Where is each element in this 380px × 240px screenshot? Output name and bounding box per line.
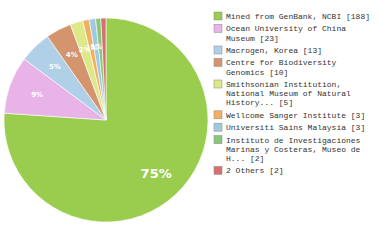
legend-swatch: [214, 80, 222, 88]
legend-swatch: [214, 111, 222, 119]
legend-swatch: [214, 123, 222, 131]
legend-item: 2 Others [2]: [214, 166, 284, 175]
legend-label: Centre for BiodiversityGenomics [10]: [226, 58, 337, 76]
legend-item: Smithsonian Institution,National Museum …: [214, 80, 351, 107]
chart: 75%9%5%4%2%1%1%Mined from GenBank, NCBI …: [0, 0, 380, 240]
legend: Mined from GenBank, NCBI [188] Ocean Univ…: [214, 12, 370, 175]
legend-item: Universiti Sains Malaysia [3]: [214, 123, 365, 132]
data-label: 4%: [66, 51, 78, 59]
pie-slice: [101, 18, 106, 120]
pie-slice: [4, 18, 208, 222]
pie-slice: [89, 19, 106, 120]
legend-label: Wellcome Sanger Institute [3]: [226, 111, 365, 120]
legend-item: Ocean University of ChinaMuseum [23]: [214, 24, 346, 42]
data-label: 75%: [141, 166, 172, 181]
legend-item: Centre for BiodiversityGenomics [10]: [214, 58, 337, 76]
legend-swatch: [214, 166, 222, 174]
legend-label: Smithsonian Institution,National Museum …: [226, 80, 351, 107]
pie-slice: [96, 18, 106, 120]
data-label: 9%: [31, 91, 43, 99]
legend-swatch: [214, 12, 222, 20]
data-label: 1%: [90, 43, 102, 51]
legend-swatch: [214, 46, 222, 54]
legend-item: Mined from GenBank, NCBI [188]: [214, 12, 370, 21]
legend-label: 2 Others [2]: [226, 166, 284, 175]
data-labels: 75%9%5%4%2%1%1%: [31, 43, 172, 181]
legend-swatch: [214, 136, 222, 144]
legend-swatch: [214, 58, 222, 66]
legend-swatch: [214, 24, 222, 32]
legend-label: Macrogen, Korea [13]: [226, 46, 322, 55]
legend-item: Macrogen, Korea [13]: [214, 46, 322, 55]
pie: [4, 18, 208, 222]
legend-label: Ocean University of ChinaMuseum [23]: [226, 24, 346, 42]
legend-item: Wellcome Sanger Institute [3]: [214, 111, 365, 120]
legend-item: Instituto de InvestigacionesMarinas y Co…: [214, 136, 361, 163]
legend-label: Instituto de InvestigacionesMarinas y Co…: [226, 136, 361, 163]
data-label: 5%: [49, 63, 61, 71]
legend-label: Universiti Sains Malaysia [3]: [226, 123, 365, 132]
legend-label: Mined from GenBank, NCBI [188]: [226, 12, 370, 21]
